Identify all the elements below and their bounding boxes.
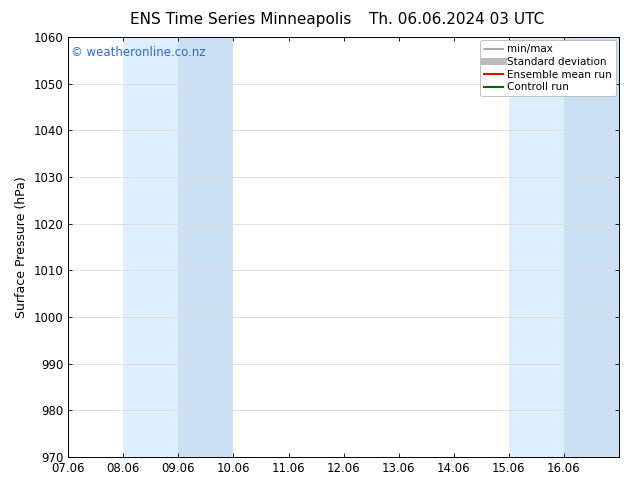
- Bar: [509, 37, 564, 457]
- Text: © weatheronline.co.nz: © weatheronline.co.nz: [71, 46, 205, 58]
- Text: ENS Time Series Minneapolis: ENS Time Series Minneapolis: [130, 12, 352, 27]
- Bar: [564, 37, 619, 457]
- Text: Th. 06.06.2024 03 UTC: Th. 06.06.2024 03 UTC: [369, 12, 544, 27]
- Y-axis label: Surface Pressure (hPa): Surface Pressure (hPa): [15, 176, 28, 318]
- Bar: [123, 37, 178, 457]
- Legend: min/max, Standard deviation, Ensemble mean run, Controll run: min/max, Standard deviation, Ensemble me…: [480, 40, 616, 97]
- Bar: [178, 37, 233, 457]
